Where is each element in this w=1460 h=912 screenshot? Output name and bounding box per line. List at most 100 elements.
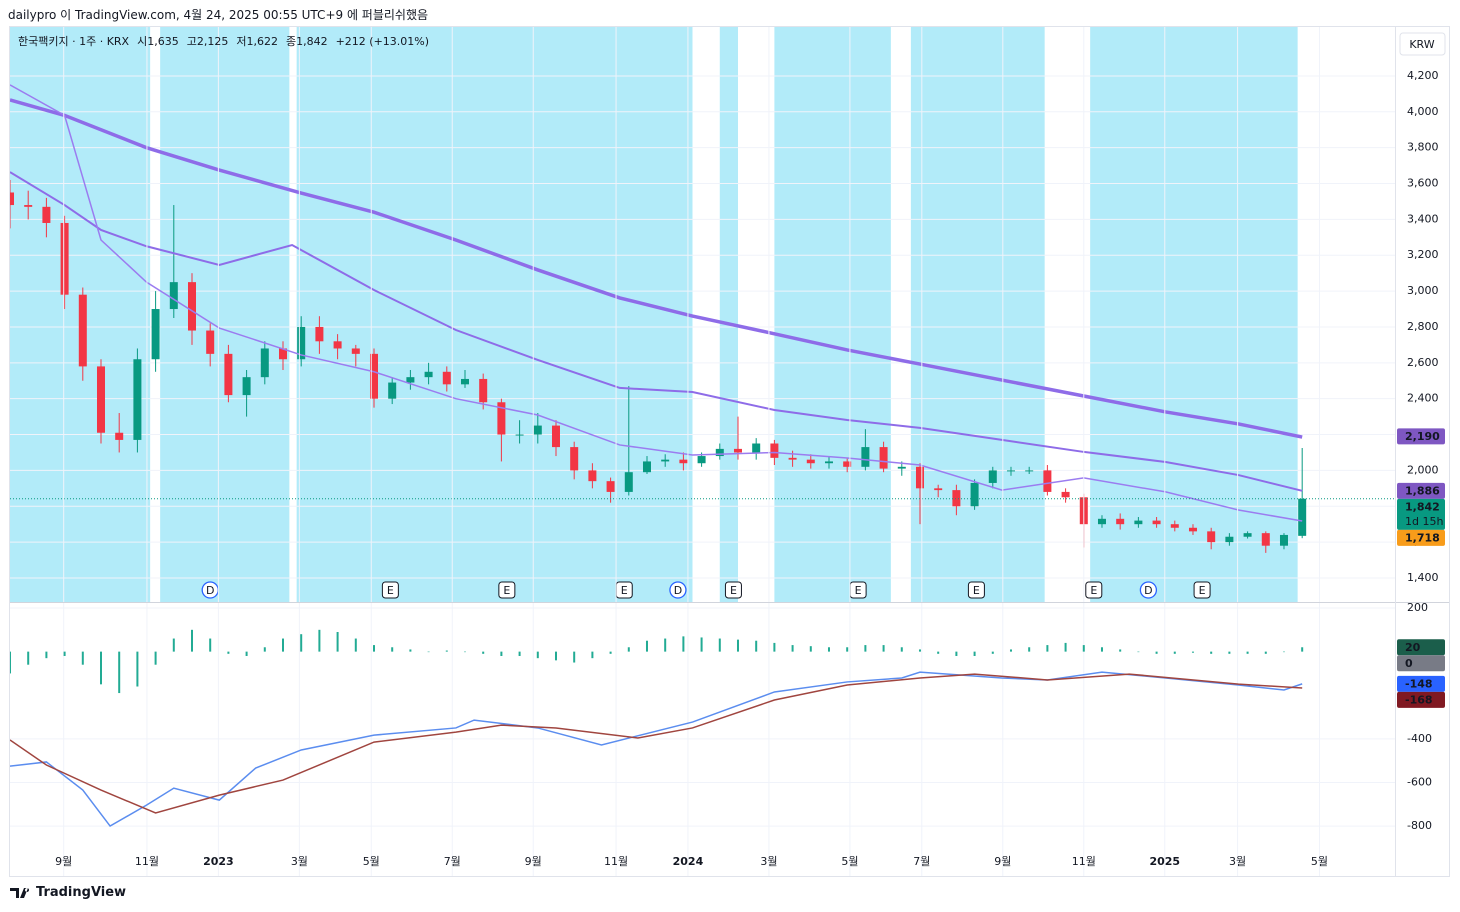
indicator-line xyxy=(10,98,1303,439)
candle-body xyxy=(661,459,670,462)
last-value-box xyxy=(1397,639,1445,656)
histogram-bar xyxy=(136,651,139,687)
histogram-bar xyxy=(882,645,885,652)
histogram-bar xyxy=(300,634,303,652)
candle-body xyxy=(60,222,69,295)
last-value-label: 2,190 xyxy=(1405,430,1440,443)
candle-body xyxy=(24,205,33,207)
histogram-bar xyxy=(627,647,630,652)
candle-body xyxy=(1279,534,1288,546)
candle-body xyxy=(42,206,51,223)
y-tick-label: 3,600 xyxy=(1407,177,1439,190)
candle-body xyxy=(424,371,433,378)
last-value-box xyxy=(1397,498,1445,530)
x-tick-label: 2023 xyxy=(203,855,234,868)
indicator-line xyxy=(10,671,1303,828)
histogram-bar xyxy=(973,651,976,656)
candle-body xyxy=(679,459,688,464)
candle-body xyxy=(806,459,815,464)
currency-box[interactable] xyxy=(1399,32,1446,56)
histogram-bar xyxy=(354,638,357,652)
candle-body xyxy=(479,378,488,403)
candle-body xyxy=(242,377,251,396)
histogram-bar xyxy=(463,651,466,653)
candle-body xyxy=(1298,498,1307,536)
x-tick-label: 5월 xyxy=(841,855,858,868)
candle-body xyxy=(1152,520,1161,525)
histogram-bar xyxy=(1100,647,1103,652)
x-tick-label: 7월 xyxy=(444,855,461,868)
candle-body xyxy=(442,371,451,385)
histogram-bar xyxy=(1191,651,1194,653)
publish-line: dailypro 이 TradingView.com, 4월 24, 2025 … xyxy=(8,8,429,22)
histogram-bar xyxy=(791,645,794,652)
histogram-bar xyxy=(1155,651,1158,654)
event-marker xyxy=(669,581,687,599)
candle-body xyxy=(788,457,797,460)
histogram-bar xyxy=(154,651,157,665)
candle-body xyxy=(824,461,833,464)
histogram-bar xyxy=(554,651,557,661)
frame xyxy=(9,26,1450,877)
x-tick-label: 3월 xyxy=(291,855,308,868)
candle-body xyxy=(952,490,961,507)
event-label: D xyxy=(206,584,214,597)
last-value-box xyxy=(1397,675,1445,692)
histogram-bar xyxy=(864,645,867,652)
y-tick-label: 200 xyxy=(1407,601,1428,614)
last-value-box xyxy=(1397,655,1445,672)
event-label: E xyxy=(855,584,862,597)
last-value-label: 1,842 xyxy=(1405,500,1440,513)
session-band xyxy=(719,27,738,602)
histogram-bar xyxy=(172,638,175,652)
candle-body xyxy=(278,348,287,360)
candle-body xyxy=(515,434,524,436)
histogram-bar xyxy=(773,642,776,652)
ohlc-value: 1,635 xyxy=(147,35,179,48)
histogram-bar xyxy=(1301,647,1304,652)
event-label: E xyxy=(621,584,628,597)
histogram-bar xyxy=(1137,651,1140,653)
session-band xyxy=(774,27,891,602)
histogram-bar xyxy=(573,651,576,663)
event-marker xyxy=(724,581,742,599)
histogram-bar xyxy=(118,651,121,694)
candle-body xyxy=(879,447,888,469)
x-tick-label: 2025 xyxy=(1149,855,1180,868)
candle-body xyxy=(96,366,105,433)
candle-body xyxy=(606,481,615,492)
histogram-bar xyxy=(445,650,448,652)
histogram-bar xyxy=(409,649,412,652)
event-marker xyxy=(498,581,516,599)
histogram-bar xyxy=(591,651,594,659)
last-value-box xyxy=(1397,428,1445,445)
last-value-label: -168 xyxy=(1405,693,1433,706)
y-tick-label: 2,400 xyxy=(1407,392,1439,405)
symbol: 한국팩키지 · 1주 · KRX xyxy=(18,35,130,48)
histogram-bar xyxy=(1028,647,1031,652)
candle-body xyxy=(260,348,269,378)
last-value-label: 20 xyxy=(1405,641,1421,654)
session-band xyxy=(1090,27,1298,602)
candle-body xyxy=(1243,533,1252,537)
candle-body xyxy=(588,470,597,482)
candle-body xyxy=(1097,518,1106,525)
histogram-bar xyxy=(827,647,830,652)
candle-body xyxy=(915,466,924,489)
candle-body xyxy=(624,472,633,492)
last-value-label: 1,886 xyxy=(1405,484,1440,497)
histogram-bar xyxy=(63,651,66,656)
histogram-bar xyxy=(645,640,648,652)
candle-body xyxy=(497,402,506,435)
histogram-bar xyxy=(991,651,994,654)
histogram-bar xyxy=(736,639,739,652)
histogram-bar xyxy=(809,646,812,652)
candle-body xyxy=(843,461,852,467)
x-tick-label: 9월 xyxy=(525,855,542,868)
candle-body xyxy=(169,282,178,310)
brand-name: TradingView xyxy=(36,885,127,900)
histogram-bar xyxy=(281,638,284,652)
change: +212 (+13.01%) xyxy=(336,35,429,48)
candle-body xyxy=(115,432,124,440)
